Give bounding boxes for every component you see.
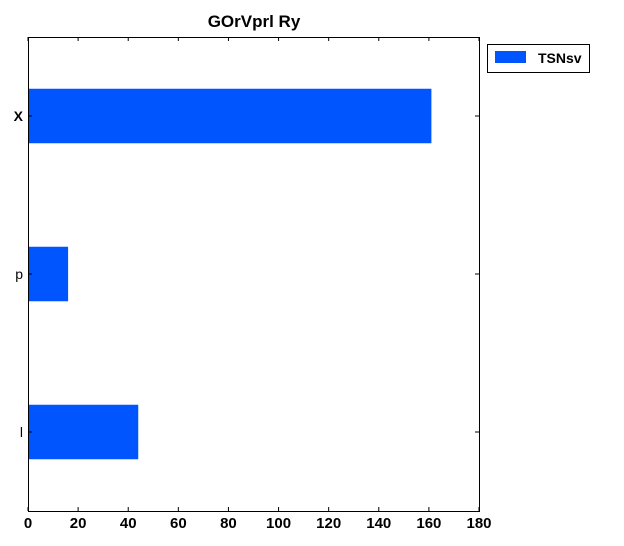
bar-p — [28, 246, 69, 302]
x-tick-label: 160 — [416, 515, 441, 532]
x-tick-label: 140 — [366, 515, 391, 532]
y-tick-label: X — [14, 108, 24, 124]
y-tick-label: l — [20, 424, 23, 440]
chart-title: GOrVprl Ry — [208, 12, 301, 31]
legend-label: TSNsv — [538, 50, 582, 66]
plot-frame — [28, 37, 480, 512]
bar-X — [28, 88, 432, 144]
x-tick-label: 100 — [266, 515, 291, 532]
x-tick-label: 120 — [316, 515, 341, 532]
legend-swatch — [495, 51, 526, 63]
axis-ticks: l p X 0 20 40 60 80 100 120 140 160 180 — [14, 37, 492, 532]
x-tick-label: 180 — [466, 515, 491, 532]
legend: TSNsv — [487, 44, 590, 73]
x-tick-label: 20 — [70, 515, 87, 532]
bar-l — [28, 404, 139, 460]
y-tick-label: p — [15, 266, 23, 282]
x-tick-label: 40 — [120, 515, 137, 532]
bar-group — [28, 88, 432, 460]
x-tick-label: 60 — [170, 515, 187, 532]
x-tick-label: 0 — [24, 515, 32, 532]
legend-box — [487, 44, 590, 73]
x-tick-label: 80 — [220, 515, 237, 532]
